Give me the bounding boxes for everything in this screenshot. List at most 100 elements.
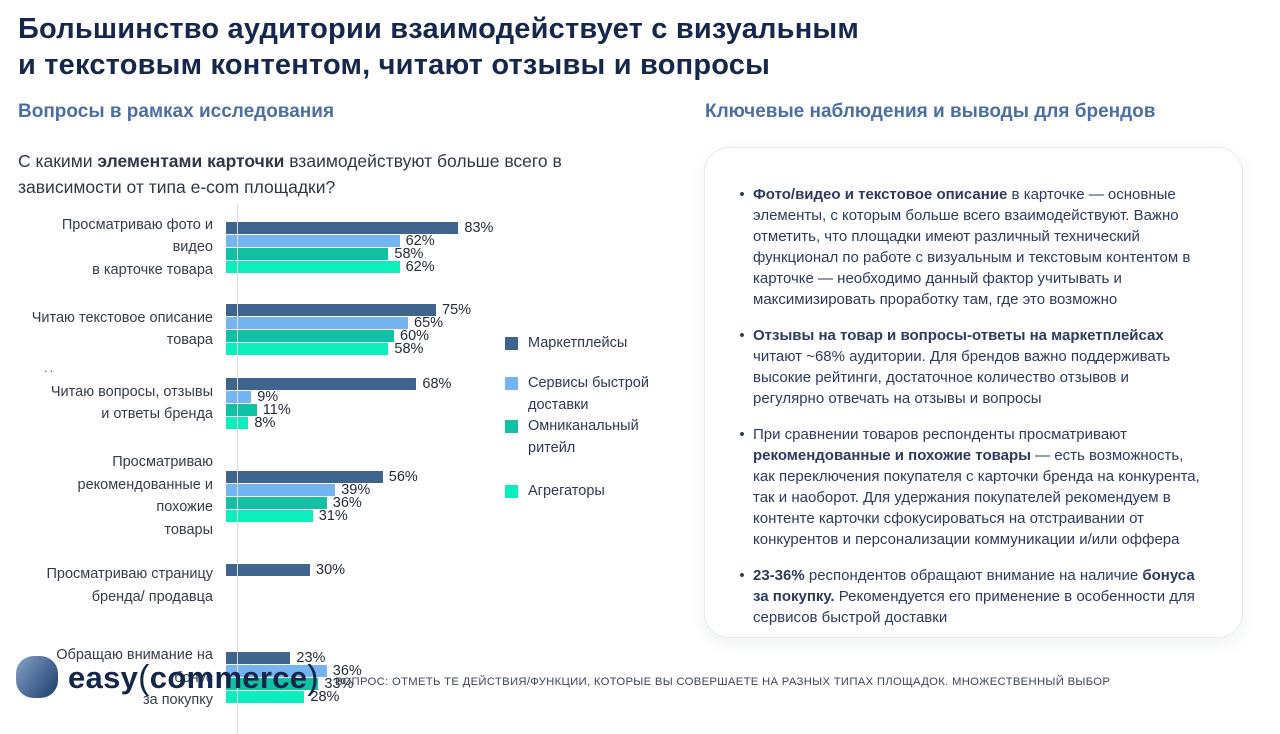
legend-swatch-icon <box>505 420 518 434</box>
legend-item: Агрегаторы <box>505 481 655 503</box>
insight-bullet: • 23-36% респондентов обращают внимание н… <box>731 565 1202 628</box>
bar-row: 65% <box>226 314 471 331</box>
bar-row: 58% <box>226 340 471 357</box>
bullet-marker-icon: • <box>739 567 745 584</box>
bar-Сервисы быстрой доставки <box>226 235 400 248</box>
bar-value-label: 30% <box>316 561 346 578</box>
legend-item: Маркетплейсы <box>505 333 655 355</box>
bar-value-label: 58% <box>394 246 424 263</box>
bar-row: 62% <box>226 259 493 276</box>
chart-group: Обращаю внимание на бонус за покупку 23% 3… <box>18 644 688 711</box>
insight-bullet: • Фото/видео и текстовое описание в карто… <box>731 184 1202 310</box>
legend-label: Агрегаторы <box>528 482 605 499</box>
chart-group: Просматриваю страницу бренда/ продавца 30… <box>18 561 688 608</box>
stray-dots-artifact: .. <box>44 360 56 375</box>
legend-label: Сервисы быстрой доставки <box>528 374 649 413</box>
bar-row: 36% <box>226 663 362 680</box>
legend-swatch-icon <box>505 376 518 390</box>
easy-commerce-logo: easy(commerce) <box>16 656 319 698</box>
chart-group: Читаю текстовое описание товара 75% 65% 60%… <box>18 301 688 357</box>
bar-value-label: 31% <box>318 507 348 524</box>
bar-value-label: 33% <box>324 676 354 693</box>
bar-row: 68% <box>226 375 452 392</box>
bar-row: 58% <box>226 246 493 263</box>
bar-Сервисы быстрой доставки <box>226 316 408 329</box>
bar-value-label: 28% <box>310 689 340 706</box>
bar-value-label: 65% <box>414 314 444 331</box>
category-label: Читаю вопросы, отзывы и ответы бренда <box>50 383 213 423</box>
bar-Агрегаторы <box>226 261 400 274</box>
bar-value-label: 9% <box>257 388 279 405</box>
bar-chart: Маркетплейсы Сервисы быстрой доставки Омни… <box>18 204 688 734</box>
bar-row: 62% <box>226 233 493 249</box>
bullet-text: Отзывы на товар и вопросы-ответы на марк… <box>753 327 1171 407</box>
bar-Маркетплейсы <box>226 563 310 576</box>
bar-row: 30% <box>226 561 346 578</box>
bar-row: 23% <box>226 650 362 667</box>
bar-Сервисы быстрой доставки <box>226 390 252 403</box>
bar-row: 83% <box>226 220 494 237</box>
category-label: Читаю текстовое описание товара <box>31 309 213 349</box>
bar-value-label: 83% <box>464 220 494 237</box>
bar-value-label: 8% <box>254 414 276 431</box>
bar-row: 33% <box>226 676 362 693</box>
category-label: Просматриваю фото и видео в карточке тов… <box>61 217 213 278</box>
bar-Маркетплейсы <box>226 377 417 390</box>
bar-row: 8% <box>226 414 451 431</box>
bullet-text: Фото/видео и текстовое описание в карточ… <box>753 186 1191 308</box>
chart-question: С какими элементами карточки взаимодейст… <box>18 151 562 198</box>
bar-row: 28% <box>226 689 362 706</box>
bar-row: 11% <box>226 401 451 418</box>
bar-row: 60% <box>226 327 471 344</box>
bar-row: 56% <box>226 468 418 485</box>
bar-row: 36% <box>226 494 418 511</box>
legend-item: Сервисы быстрой доставки <box>505 373 655 417</box>
chart-legend: Маркетплейсы Сервисы быстрой доставки Омни… <box>505 333 683 521</box>
bar-value-label: 68% <box>422 375 452 392</box>
chart-group: Читаю вопросы, отзывы и ответы бренда 68%… <box>18 375 688 431</box>
bar-Омниканальный ритейл <box>226 403 257 416</box>
bar-Омниканальный ритейл <box>226 248 389 261</box>
bar-Омниканальный ритейл <box>226 496 327 509</box>
bar-value-label: 23% <box>296 650 326 667</box>
bar-value-label: 75% <box>442 301 472 318</box>
legend-label: Омниканальный ритейл <box>528 418 639 456</box>
bar-Маркетплейсы <box>226 652 291 665</box>
bar-Маркетплейсы <box>226 470 383 483</box>
bar-Маркетплейсы <box>226 222 459 235</box>
bar-value-label: 56% <box>388 468 418 485</box>
bar-Агрегаторы <box>226 509 313 522</box>
bar-Агрегаторы <box>226 691 305 704</box>
bar-value-label: 36% <box>332 663 362 680</box>
bar-value-label: 58% <box>394 340 424 357</box>
bullet-text: При сравнении товаров респонденты просма… <box>753 426 1200 548</box>
bullet-marker-icon: • <box>739 426 745 443</box>
legend-label: Маркетплейсы <box>528 335 628 351</box>
bar-Сервисы быстрой доставки <box>226 665 327 678</box>
chart-group: Просматриваю фото и видео в карточке тов… <box>18 214 688 281</box>
category-label: Просматриваю рекомендованные и похожие т… <box>77 454 214 538</box>
insights-card: • Фото/видео и текстовое описание в карто… <box>705 148 1242 637</box>
bar-value-label: 60% <box>400 327 430 344</box>
bullet-marker-icon: • <box>739 327 745 344</box>
bar-row: 31% <box>226 507 418 524</box>
insight-bullet: • При сравнении товаров респонденты просм… <box>731 424 1202 550</box>
bar-row: 39% <box>226 481 418 498</box>
bullet-text: 23-36% респондентов обращают внимание на… <box>753 567 1195 626</box>
bar-Маркетплейсы <box>226 303 436 316</box>
bullet-marker-icon: • <box>739 186 745 203</box>
insights-list: • Фото/видео и текстовое описание в карто… <box>731 184 1202 628</box>
bar-value-label: 11% <box>262 401 291 418</box>
bar-Сервисы быстрой доставки <box>226 483 336 496</box>
left-section-title: Вопросы в рамках исследования <box>18 101 335 122</box>
bar-value-label: 36% <box>332 494 362 511</box>
slide-title: Большинство аудитории взаимодействует с … <box>18 13 860 81</box>
right-section-title: Ключевые наблюдения и выводы для брендов <box>705 101 1156 122</box>
bar-value-label: 39% <box>341 481 371 498</box>
logo-text: easy(commerce) <box>68 658 319 697</box>
legend-item: Омниканальный ритейл <box>505 416 655 460</box>
bar-value-label: 62% <box>405 259 435 276</box>
bar-row: 75% <box>226 301 472 318</box>
legend-swatch-icon <box>505 337 518 350</box>
chart-axis-line <box>237 204 238 734</box>
